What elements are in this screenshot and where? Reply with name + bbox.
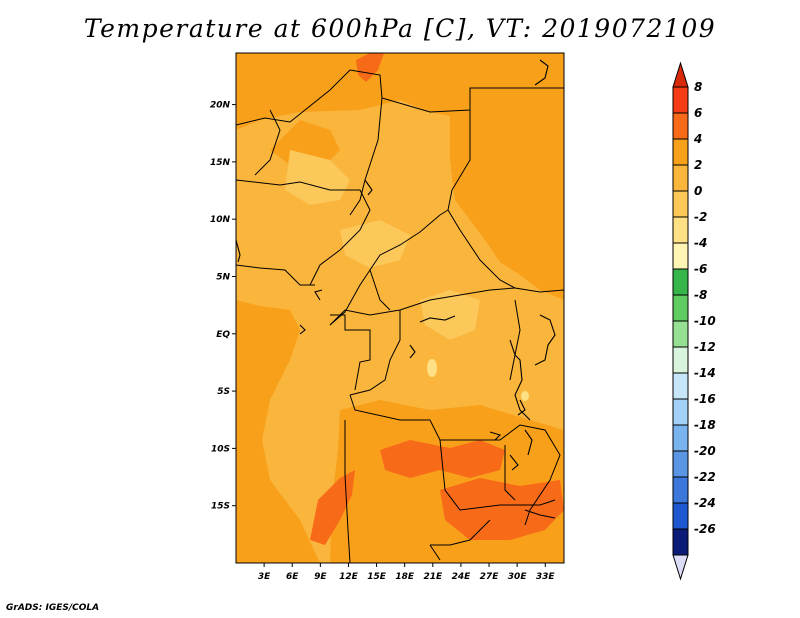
colorbar-label: -2 [694,210,707,224]
colorbar-swatch [672,346,689,374]
colorbar-label: -4 [694,236,707,250]
colorbar-swatch [672,86,689,114]
lon-tick-label: 12E [339,572,359,582]
colorbar-swatch [672,398,689,426]
hot-region-southwest [310,470,355,545]
colorbar-label: -24 [694,496,716,510]
colorbar-label: -10 [694,314,716,328]
cool-region-east [420,290,480,340]
warm-region-central [270,120,340,170]
colorbar-label: 4 [693,132,702,146]
colorbar-swatch [672,476,689,504]
lat-tick-label: 10S [211,444,230,454]
colorbar-swatch [672,450,689,478]
colorbar-label: 0 [694,184,702,198]
lat-tick-label: 15S [211,502,230,512]
lat-tick-label: 10N [210,215,231,225]
cold-spot-1 [427,359,437,377]
temperature-field-shading [236,53,564,563]
warm-region-south [330,400,564,563]
map-title: Temperature at 600hPa [C], VT: 201907210… [83,14,717,43]
country-boundaries [236,69,564,563]
lon-tick-label: 9E [314,572,327,582]
colorbar-label: 8 [694,80,702,94]
colorbar-swatch [672,138,689,166]
colorbar-swatch [672,294,689,322]
lon-tick-label: 15E [367,572,387,582]
colorbar-swatch [672,112,689,140]
colorbar-label: -8 [694,288,707,302]
map-frame [235,52,565,564]
lon-tick-label: 27E [480,572,500,582]
colorbar-swatch [672,242,689,270]
lat-tick-label: EQ [216,330,230,340]
colorbar-swatch [672,424,689,452]
colorbar-label: -26 [694,522,716,536]
latitude-axis: 20N 15N 10N 5N EQ 5S 10S 15S [210,101,236,512]
colorbar-label: 6 [694,106,702,120]
hot-region-north-tip [356,53,384,82]
lat-tick-label: 15N [210,158,231,168]
lat-tick-label: 20N [210,101,231,111]
longitude-axis: 3E 6E 9E 12E 15E 18E 21E 24E 27E 30E 33E [258,563,556,582]
colorbar-swatch [672,502,689,530]
cool-region-northwest [285,150,350,205]
coastline [236,59,556,519]
map-plot-area [235,52,565,564]
grads-credit: GrADS: IGES/COLA [6,603,100,613]
hot-region-south-1 [380,440,505,478]
colorbar-swatch [672,164,689,192]
colorbar-label: -12 [694,340,716,354]
colorbar-label: -16 [694,392,716,406]
colorbar-lowest-swatch [672,528,689,556]
lon-tick-label: 18E [395,572,415,582]
colorbar-swatch [672,216,689,244]
lon-tick-label: 3E [258,572,271,582]
colorbar-label: -20 [694,444,716,458]
colorbar-swatch [672,190,689,218]
colorbar-label: -18 [694,418,716,432]
colorbar-top-triangle [672,61,689,88]
colorbar-swatch [672,372,689,400]
lat-tick-label: 5S [217,387,230,397]
lon-tick-label: 21E [423,572,443,582]
colorbar-label: -6 [694,262,707,276]
colorbar-swatch [672,268,689,296]
colorbar-label: -22 [694,470,716,484]
lon-tick-label: 30E [508,572,528,582]
colorbar-bottom-triangle [672,554,689,581]
lon-tick-label: 24E [452,572,472,582]
colorbar-label: 2 [694,158,702,172]
colorbar-label: -14 [694,366,716,380]
warm-region-northeast [450,88,564,300]
lon-tick-label: 6E [286,572,299,582]
colorbar-swatch [672,320,689,348]
lon-tick-label: 33E [536,572,556,582]
cold-spot-2 [521,391,529,401]
hot-region-south-2 [440,478,564,540]
warm-region-west [236,300,320,563]
colorbar: 8 6 4 2 0 -2 -4 -6 -8 -10 -12 -14 -16 -18 -20 -22 -24 -26 [672,61,716,581]
lat-tick-label: 5N [216,272,230,282]
